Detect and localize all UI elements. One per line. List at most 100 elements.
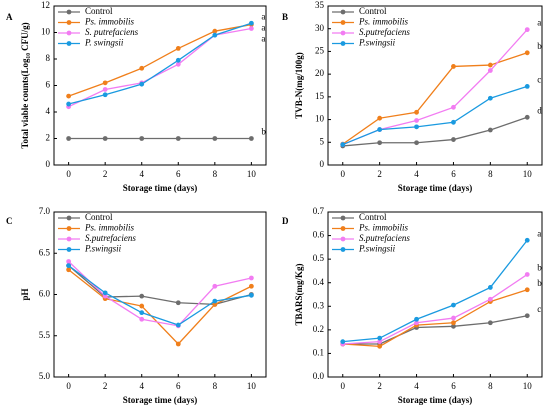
data-point: [139, 81, 145, 87]
data-point: [248, 283, 254, 289]
x-tick-label: 8: [488, 381, 493, 391]
data-point: [248, 20, 254, 26]
legend-label: Ps. immobilis: [358, 223, 409, 233]
x-tick-label: 10: [247, 169, 257, 179]
data-point: [139, 136, 145, 141]
data-point: [175, 57, 181, 63]
y-tick-label: 35: [315, 0, 325, 10]
y-axis-label: pH: [20, 288, 30, 300]
data-point: [212, 302, 218, 307]
data-point: [451, 320, 456, 326]
significance-label: a: [537, 18, 541, 28]
legend-label: S.putrefaciens: [85, 233, 136, 243]
data-point: [451, 104, 456, 110]
y-tick-label: 5: [320, 136, 325, 146]
x-tick-label: 6: [451, 381, 456, 391]
x-tick-label: 10: [247, 381, 257, 391]
data-point: [139, 65, 145, 71]
significance-label: b: [261, 127, 266, 137]
legend-label: Ps. immobilis: [84, 17, 135, 27]
data-point: [175, 136, 181, 141]
data-point: [487, 285, 493, 290]
legend-marker: [66, 20, 72, 25]
legend-label: S.putrefaciens: [359, 233, 410, 243]
data-point: [414, 320, 419, 326]
legend-label: Control: [359, 212, 387, 222]
y-tick-label: 0.4: [313, 277, 325, 287]
significance-label: a: [537, 228, 541, 238]
data-point: [102, 87, 108, 92]
data-point: [524, 313, 530, 319]
plot-frame: [327, 211, 543, 378]
data-point: [451, 64, 456, 69]
legend-label: S.putrefaciens: [359, 27, 410, 37]
x-axis-label: Storage time (days): [398, 183, 472, 193]
data-point: [414, 316, 419, 322]
x-axis-label: Storage time (days): [123, 183, 197, 193]
x-tick-label: 4: [139, 381, 144, 391]
x-tick-label: 6: [176, 169, 181, 179]
data-point: [414, 140, 419, 146]
data-point: [487, 320, 493, 326]
legend-label: P.swingsii: [84, 244, 122, 254]
legend-marker: [66, 247, 72, 252]
x-axis-label: Storage time (days): [398, 395, 472, 405]
legend-marker: [66, 30, 72, 36]
data-point: [248, 136, 254, 141]
legend-marker: [66, 41, 72, 46]
y-tick-label: 2: [46, 133, 51, 143]
legend-label: P. swingsii: [84, 38, 124, 48]
series-line: [68, 22, 252, 105]
data-point: [451, 323, 456, 329]
legend-marker: [340, 20, 346, 25]
y-tick-label: 0.7: [313, 206, 325, 216]
data-point: [212, 283, 218, 289]
data-point: [66, 101, 72, 107]
y-tick-label: 6.0: [39, 289, 51, 299]
significance-label: a: [261, 11, 265, 21]
y-tick-label: 5.0: [39, 371, 51, 381]
y-axis-label: Total viable counts(Log₁₀ CFU/g): [20, 22, 30, 148]
x-axis-label: Storage time (days): [123, 395, 197, 405]
legend-marker: [66, 215, 72, 221]
data-point: [102, 290, 108, 296]
x-tick-label: 4: [139, 169, 144, 179]
legend-label: Control: [85, 6, 113, 16]
significance-label: c: [537, 74, 541, 84]
series-line: [342, 289, 528, 348]
y-tick-label: 15: [315, 91, 325, 101]
legend-label: P.swingsii: [358, 38, 396, 48]
data-point: [524, 27, 530, 33]
panel: 0 2 4 6 8 10 12 0 2 4 6 8 10 Storage time (days) Total…: [6, 0, 267, 193]
significance-label: c: [537, 304, 541, 314]
legend-label: Ps. immobilis: [84, 223, 135, 233]
y-tick-label: 10: [41, 27, 51, 37]
series-line: [68, 269, 252, 345]
data-point: [524, 114, 530, 120]
legend-marker: [66, 236, 72, 242]
x-tick-label: 4: [414, 381, 419, 391]
data-point: [175, 300, 181, 306]
x-tick-label: 2: [377, 169, 382, 179]
data-point: [487, 68, 493, 73]
data-point: [66, 93, 72, 99]
data-point: [102, 136, 108, 141]
y-tick-label: 0: [320, 159, 325, 169]
data-point: [524, 287, 530, 293]
panel-label: C: [6, 216, 13, 226]
y-tick-label: 20: [315, 68, 325, 78]
y-tick-label: 0.1: [313, 347, 324, 357]
data-point: [377, 343, 383, 349]
y-axis-label: TBARS(mg/Kg): [294, 263, 304, 325]
y-tick-label: 8: [46, 53, 51, 63]
x-tick-label: 8: [213, 381, 218, 391]
data-point: [524, 84, 530, 89]
data-point: [66, 263, 72, 269]
legend-label: Control: [359, 6, 387, 16]
data-point: [377, 339, 383, 345]
y-tick-label: 0.2: [313, 324, 324, 334]
x-tick-label: 2: [377, 381, 382, 391]
plot-frame: [327, 5, 543, 166]
data-point: [175, 341, 181, 347]
